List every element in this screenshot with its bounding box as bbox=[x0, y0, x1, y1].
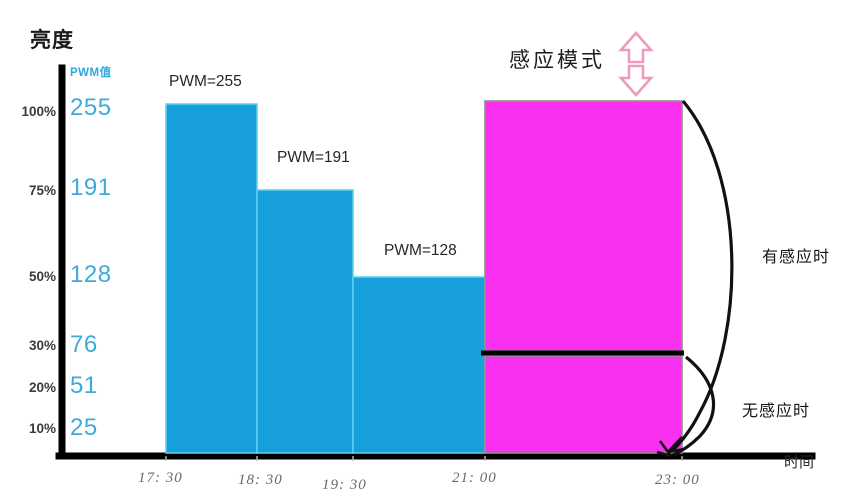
bar-pwm-191[interactable] bbox=[256, 189, 354, 454]
bar-label-pwm-255: PWM=255 bbox=[169, 73, 242, 90]
y-tick-pwm-191: 191 bbox=[70, 174, 112, 201]
arrowhead-lower bbox=[656, 440, 673, 458]
bar-sensor-idle[interactable] bbox=[484, 355, 683, 454]
sensor-mode-arrows bbox=[618, 31, 654, 97]
y-tick-percent-50: 50% bbox=[28, 269, 56, 284]
page-title: 亮度 bbox=[30, 29, 74, 52]
sensor-mode-label: 感应模式 bbox=[509, 48, 605, 72]
curve-with-sensor bbox=[670, 99, 734, 453]
y-tick-pwm-76: 76 bbox=[70, 331, 98, 358]
bar-pwm-128[interactable] bbox=[352, 276, 486, 454]
x-tick-marks bbox=[165, 456, 683, 461]
axes bbox=[55, 64, 816, 460]
y-tick-percent-100: 100% bbox=[21, 104, 56, 119]
sensor-brace-curves bbox=[656, 99, 734, 458]
y-tick-percent-30: 30% bbox=[28, 338, 56, 353]
y-tick-pwm-25: 25 bbox=[70, 414, 98, 441]
timer-mode-bars bbox=[165, 103, 486, 454]
bar-pwm-255[interactable] bbox=[165, 103, 258, 454]
arrow-up-icon bbox=[618, 31, 654, 64]
arrow-down-icon bbox=[618, 64, 654, 97]
bar-label-pwm-191: PWM=191 bbox=[277, 149, 350, 166]
y-tick-pwm-51: 51 bbox=[70, 372, 98, 399]
pwm-axis-header: PWM值 bbox=[70, 67, 112, 79]
without-sensor-label: 无感应时 bbox=[742, 401, 811, 420]
x-tick-label-5: 23: 00 bbox=[655, 472, 700, 488]
bar-sensor-active[interactable] bbox=[484, 100, 683, 352]
sensor-mode-bars bbox=[481, 100, 684, 454]
x-axis-title: 时间 bbox=[784, 454, 815, 471]
y-tick-percent-10: 10% bbox=[28, 421, 56, 436]
x-tick-label-1: 17: 30 bbox=[138, 470, 183, 486]
bar-label-pwm-128: PWM=128 bbox=[384, 242, 457, 259]
y-tick-pwm-255: 255 bbox=[70, 94, 112, 121]
x-tick-label-2: 18: 30 bbox=[238, 472, 283, 488]
with-sensor-label: 有感应时 bbox=[762, 247, 831, 266]
x-tick-label-4: 21: 00 bbox=[452, 470, 497, 486]
arrowhead-upper bbox=[667, 436, 685, 454]
y-tick-pwm-128: 128 bbox=[70, 261, 112, 288]
y-tick-percent-75: 75% bbox=[28, 183, 56, 198]
x-tick-label-3: 19: 30 bbox=[322, 477, 367, 493]
y-tick-percent-20: 20% bbox=[28, 380, 56, 395]
